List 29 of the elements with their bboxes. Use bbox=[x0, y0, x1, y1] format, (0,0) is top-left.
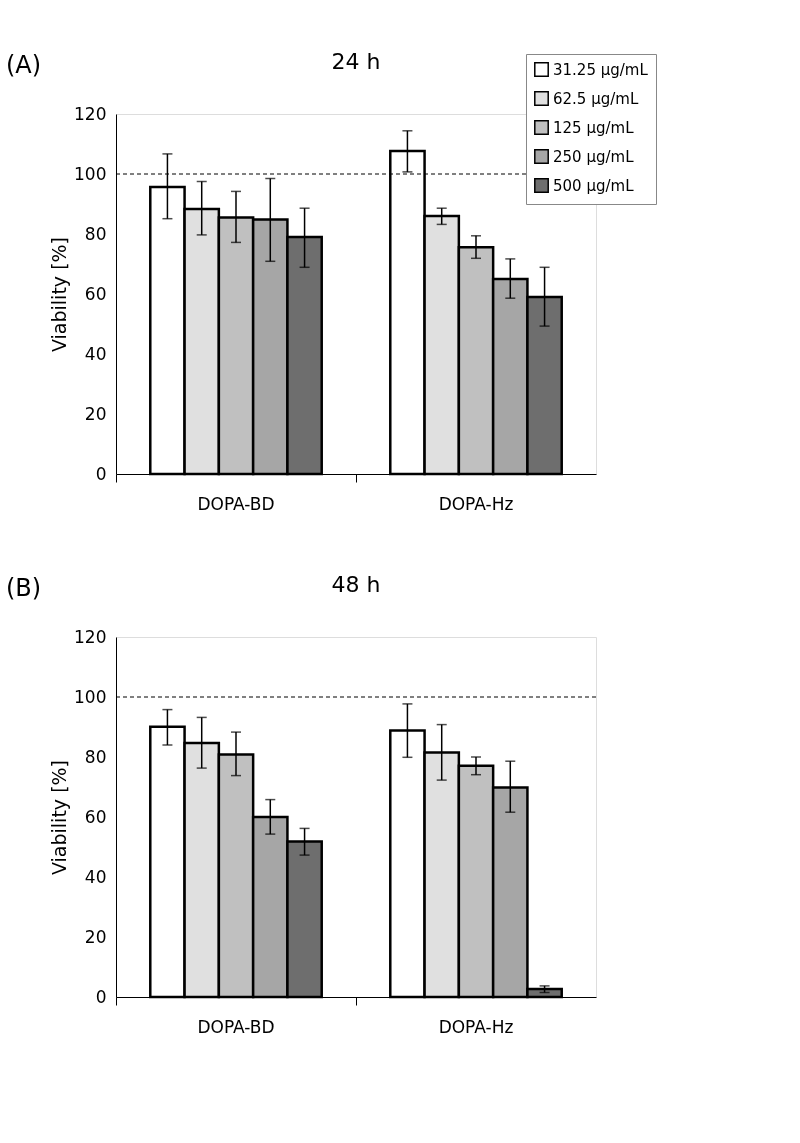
x-tick-label: DOPA-BD bbox=[197, 493, 275, 514]
y-tick-label: 40 bbox=[84, 343, 107, 364]
y-tick-label: 20 bbox=[84, 926, 107, 947]
y-tick-label: 20 bbox=[84, 403, 107, 424]
y-tick-label: 120 bbox=[74, 626, 107, 647]
text: (A) bbox=[6, 51, 42, 79]
legend-label: 31.25 µg/mL bbox=[553, 60, 649, 79]
x-tick-label: DOPA-BD bbox=[197, 1016, 275, 1037]
legend-label: 62.5 µg/mL bbox=[553, 89, 639, 108]
y-tick-label: 80 bbox=[84, 223, 107, 244]
y-tick-label: 0 bbox=[95, 463, 107, 484]
y-tick-label: 80 bbox=[84, 746, 107, 767]
legend-label: 125 µg/mL bbox=[553, 118, 635, 137]
x-tick-label: DOPA-Hz bbox=[438, 1016, 514, 1037]
y-tick-label: 100 bbox=[74, 686, 107, 707]
y-tick-label: 120 bbox=[74, 103, 107, 124]
y-tick-label: 100 bbox=[74, 163, 107, 184]
text: (B) bbox=[6, 574, 42, 602]
y-axis-title: Viability [%] bbox=[48, 236, 71, 353]
y-tick-label: 40 bbox=[84, 866, 107, 887]
y-tick-label: 0 bbox=[95, 986, 107, 1007]
chart-title: 48 h bbox=[331, 572, 381, 597]
legend-label: 500 µg/mL bbox=[553, 176, 635, 195]
y-axis-title: Viability [%] bbox=[48, 759, 71, 876]
chart-title: 24 h bbox=[331, 48, 381, 74]
x-tick-label: DOPA-Hz bbox=[438, 493, 514, 514]
y-tick-label: 60 bbox=[84, 283, 107, 304]
y-tick-label: 60 bbox=[84, 806, 107, 827]
legend-label: 250 µg/mL bbox=[553, 147, 635, 166]
